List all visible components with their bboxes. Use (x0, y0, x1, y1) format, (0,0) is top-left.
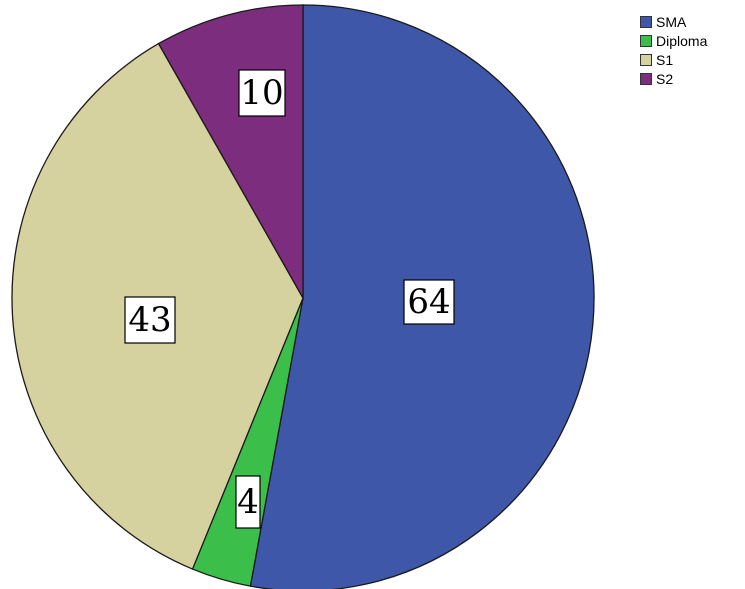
legend-swatch-s2 (640, 72, 652, 85)
data-label-s2: 10 (238, 69, 286, 117)
data-label-box-s2 (238, 69, 286, 117)
data-label-diploma: 4 (235, 475, 261, 529)
chart-legend: SMA Diploma S1 S2 (640, 12, 740, 88)
legend-label-s1: S1 (656, 51, 674, 68)
legend-item-sma: SMA (640, 12, 740, 31)
legend-swatch-sma (640, 15, 652, 28)
data-label-sma: 64 (403, 279, 455, 325)
legend-item-diploma: Diploma (640, 31, 740, 50)
data-label-box-s1 (124, 296, 176, 344)
legend-swatch-diploma (640, 34, 652, 47)
data-label-text-s2: 10 (240, 73, 283, 113)
legend-item-s2: S2 (640, 69, 740, 88)
data-label-text-s1: 43 (128, 300, 171, 340)
data-label-box-sma (403, 279, 455, 325)
legend-item-s1: S1 (640, 50, 740, 69)
legend-label-diploma: Diploma (656, 32, 708, 49)
legend-swatch-s1 (640, 53, 652, 66)
legend-label-sma: SMA (656, 13, 687, 30)
legend-label-s2: S2 (656, 70, 674, 87)
data-label-text-diploma: 4 (237, 482, 259, 522)
pie-data-labels: 64 4 43 10 (124, 69, 455, 529)
data-label-text-sma: 64 (407, 282, 450, 322)
pie-slices (11, 4, 595, 589)
data-label-box-diploma (235, 475, 261, 529)
data-label-s1: 43 (124, 296, 176, 344)
